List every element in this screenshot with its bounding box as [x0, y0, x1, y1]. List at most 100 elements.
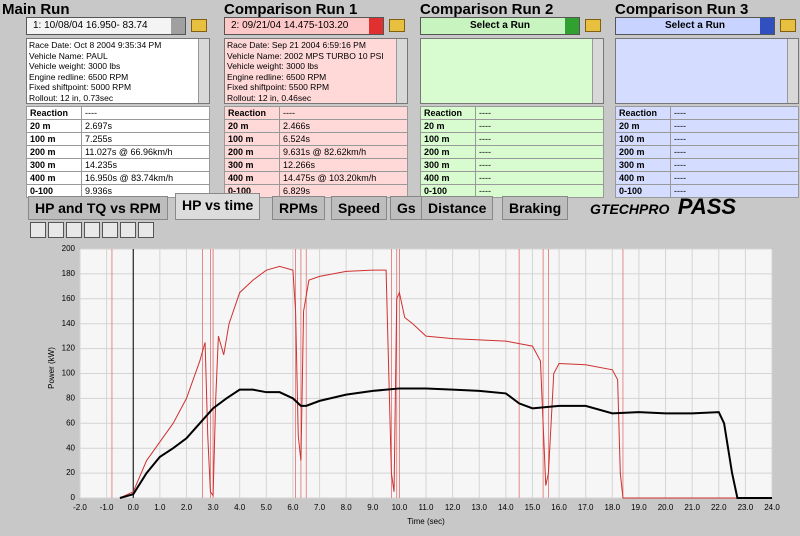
graph-tool-button[interactable]	[84, 222, 100, 238]
result-value: 2.697s	[81, 119, 210, 133]
open-folder-button[interactable]	[585, 19, 601, 32]
x-tick-label: 2.0	[181, 503, 193, 512]
result-value: ----	[475, 132, 604, 146]
result-value: ----	[475, 158, 604, 172]
result-label: 400 m	[420, 171, 476, 185]
tab[interactable]: Braking	[502, 196, 569, 220]
results-row: 400 m ----	[615, 171, 799, 185]
result-label: 100 m	[26, 132, 82, 146]
tab[interactable]: RPMs	[272, 196, 325, 220]
result-label: 400 m	[615, 171, 671, 185]
x-tick-label: 15.0	[525, 503, 541, 512]
x-tick-label: 16.0	[551, 503, 567, 512]
info-line: Vehicle weight: 3000 lbs	[29, 61, 121, 71]
results-row: 200 m ----	[615, 145, 799, 159]
logo-brand: GTECHPRO	[590, 201, 670, 217]
scrollbar	[592, 39, 603, 103]
panel-title: Comparison Run 3	[615, 1, 749, 18]
info-line: Vehicle Name: 2002 MPS TURBO 10 PSI	[227, 50, 384, 61]
x-tick-label: 20.0	[658, 503, 674, 512]
run-selector[interactable]: Select a Run	[420, 17, 580, 35]
series-line	[119, 265, 772, 499]
open-folder-button[interactable]	[780, 19, 796, 32]
result-label: 20 m	[224, 119, 280, 133]
results-row: 20 m 2.466s	[224, 119, 408, 133]
result-label: Reaction	[420, 106, 476, 120]
dropdown-arrow[interactable]	[760, 18, 774, 34]
graph-tool-button[interactable]	[66, 222, 82, 238]
graph-tool-button[interactable]	[102, 222, 118, 238]
y-tick-label: 100	[62, 369, 76, 378]
results-row: 20 m ----	[615, 119, 799, 133]
x-tick-label: 23.0	[738, 503, 754, 512]
results-row: 20 m 2.697s	[26, 119, 210, 133]
graph-tool-button[interactable]	[138, 222, 154, 238]
x-tick-label: 24.0	[764, 503, 780, 512]
result-value: ----	[475, 145, 604, 159]
result-value: 7.255s	[81, 132, 210, 146]
result-value: ----	[279, 106, 408, 120]
info-line: Engine redline: 6500 RPM	[227, 71, 327, 82]
graph-tool-button[interactable]	[30, 222, 46, 238]
result-value: 12.266s	[279, 158, 408, 172]
y-tick-label: 20	[66, 468, 75, 477]
result-label: 100 m	[420, 132, 476, 146]
dropdown-arrow[interactable]	[369, 18, 383, 34]
results-row: Reaction ----	[615, 106, 799, 120]
result-label: 400 m	[26, 171, 82, 185]
results-row: 0-100 ----	[615, 184, 799, 198]
tab[interactable]: HP and TQ vs RPM	[28, 196, 168, 220]
run-info: Race Date: Oct 8 2004 9:35:34 PM Vehicle …	[26, 38, 210, 104]
result-value: ----	[670, 106, 799, 120]
panel-title: Comparison Run 2	[420, 1, 554, 18]
result-value: 2.466s	[279, 119, 408, 133]
info-line: Fixed shiftpoint: 5000 RPM	[29, 82, 132, 92]
y-tick-label: 60	[66, 418, 75, 427]
results-row: 400 m 16.950s @ 83.74km/h	[26, 171, 210, 185]
scrollbar	[396, 39, 407, 103]
results-row: 0-100 ----	[420, 184, 604, 198]
info-line: Race Date: Oct 8 2004 9:35:34 PM	[29, 40, 162, 50]
graph-tool-button[interactable]	[120, 222, 136, 238]
info-line: Engine redline: 6500 RPM	[29, 71, 129, 82]
result-label: 300 m	[615, 158, 671, 172]
y-tick-label: 80	[66, 394, 75, 403]
open-folder-button[interactable]	[191, 19, 207, 32]
results-row: 200 m 11.027s @ 66.96km/h	[26, 145, 210, 159]
y-axis-title: Power (kW)	[47, 347, 56, 389]
result-label: 100 m	[615, 132, 671, 146]
result-value: 6.524s	[279, 132, 408, 146]
results-row: 200 m ----	[420, 145, 604, 159]
open-folder-button[interactable]	[389, 19, 405, 32]
x-tick-label: 14.0	[498, 503, 514, 512]
result-label: 300 m	[26, 158, 82, 172]
tab[interactable]: HP vs time	[175, 193, 261, 220]
dropdown-arrow[interactable]	[565, 18, 579, 34]
info-line: Vehicle weight: 3000 lbs	[227, 61, 319, 71]
tab[interactable]: Gs	[390, 196, 423, 220]
result-label: 200 m	[615, 145, 671, 159]
results-row: 400 m 14.475s @ 103.20km/h	[224, 171, 408, 185]
result-label: 20 m	[26, 119, 82, 133]
tab[interactable]: Speed	[331, 196, 388, 220]
x-tick-label: 1.0	[154, 503, 166, 512]
run-selector[interactable]: 2: 09/21/04 14.475-103.20	[224, 17, 384, 35]
result-label: 300 m	[420, 158, 476, 172]
tab[interactable]: Distance	[421, 196, 494, 220]
result-value: ----	[670, 132, 799, 146]
result-label: 20 m	[420, 119, 476, 133]
results-row: Reaction ----	[26, 106, 210, 120]
result-label: Reaction	[615, 106, 671, 120]
logo-product: PASS	[677, 194, 737, 219]
graph-tool-button[interactable]	[48, 222, 64, 238]
dropdown-arrow[interactable]	[171, 18, 185, 34]
run-info	[615, 38, 799, 104]
result-value: 14.475s @ 103.20km/h	[279, 171, 408, 185]
results-table: Reaction ---- 20 m ---- 100 m ---- 200 m ---- 30…	[615, 106, 799, 198]
run-selector[interactable]: Select a Run	[615, 17, 775, 35]
result-value: ----	[670, 119, 799, 133]
info-line: Rollout: 12 in, 0.73sec	[29, 92, 114, 103]
run-info	[420, 38, 604, 104]
run-selector[interactable]: 1: 10/08/04 16.950- 83.74	[26, 17, 186, 35]
results-row: 20 m ----	[420, 119, 604, 133]
